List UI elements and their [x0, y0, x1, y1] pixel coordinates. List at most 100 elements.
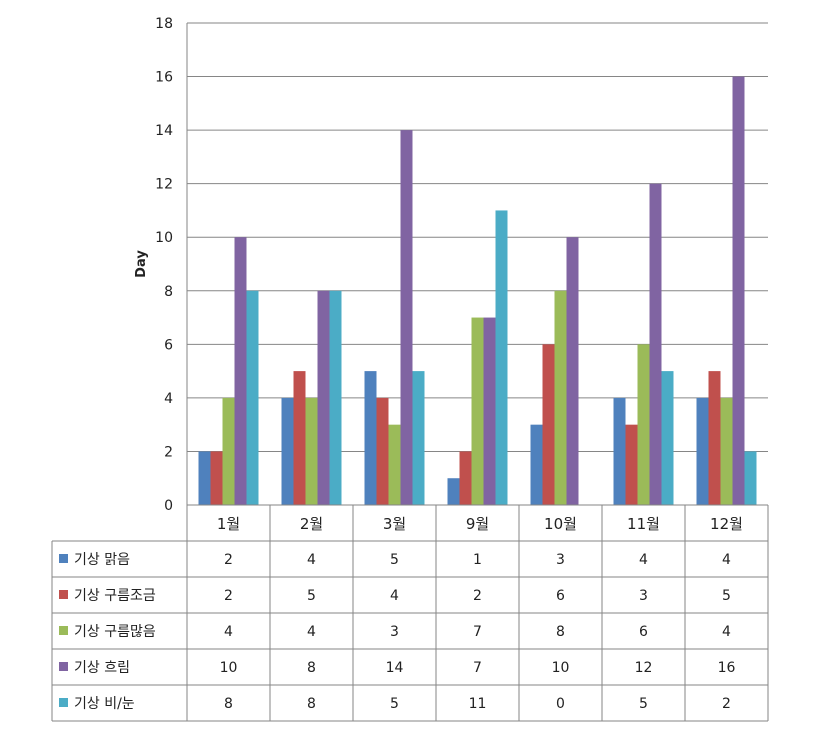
- data-label: 11: [469, 696, 487, 712]
- bar: [412, 371, 425, 505]
- x-tick-label: 1월: [217, 515, 240, 533]
- bar: [317, 290, 330, 505]
- bar: [364, 371, 377, 505]
- bar: [637, 344, 650, 505]
- bar: [471, 317, 484, 505]
- data-label: 2: [224, 588, 233, 604]
- data-label: 8: [556, 624, 565, 640]
- data-label: 7: [473, 660, 482, 676]
- legend-label: 기상 구름많음: [74, 624, 156, 640]
- data-label: 7: [473, 624, 482, 640]
- data-label: 8: [307, 696, 316, 712]
- bar: [400, 130, 413, 505]
- data-label: 6: [639, 624, 648, 640]
- data-label: 5: [390, 696, 399, 712]
- bar: [293, 371, 306, 505]
- legend-key: [59, 554, 68, 563]
- data-label: 3: [639, 588, 648, 604]
- data-label: 10: [220, 660, 238, 676]
- x-tick-label: 3월: [383, 515, 406, 533]
- data-label: 14: [386, 660, 404, 676]
- legend-key: [59, 626, 68, 635]
- data-label: 5: [722, 588, 731, 604]
- legend-key: [59, 590, 68, 599]
- bar: [542, 344, 555, 505]
- data-label: 8: [224, 696, 233, 712]
- bar: [530, 424, 543, 505]
- y-axis-label: Day: [134, 250, 149, 278]
- bars: [198, 76, 757, 506]
- legend-label: 기상 흐림: [74, 660, 130, 676]
- x-tick-label: 2월: [300, 515, 323, 533]
- data-label: 4: [307, 624, 316, 640]
- data-label: 0: [556, 696, 565, 712]
- bar: [744, 451, 757, 505]
- bar: [720, 397, 733, 505]
- bar: [447, 478, 460, 505]
- data-label: 4: [307, 552, 316, 568]
- y-tick-label: 12: [155, 177, 173, 193]
- y-tick-label: 14: [155, 123, 173, 139]
- data-label: 4: [722, 552, 731, 568]
- bar: [246, 290, 259, 505]
- data-label: 4: [224, 624, 233, 640]
- data-label: 5: [307, 588, 316, 604]
- axes: 0 2 4 6 8 10 12 14 16 18 Day: [134, 16, 188, 514]
- y-tick-label: 0: [164, 498, 173, 514]
- legend-label: 기상 비/눈: [74, 696, 135, 712]
- bar: [554, 290, 567, 505]
- data-label: 8: [307, 660, 316, 676]
- data-label: 4: [390, 588, 399, 604]
- y-tick-label: 6: [164, 337, 173, 353]
- legend-label: 기상 구름조금: [74, 588, 156, 604]
- bar: [732, 76, 745, 506]
- bar: [566, 237, 579, 505]
- data-label: 4: [639, 552, 648, 568]
- data-label: 16: [718, 660, 736, 676]
- legend-key: [59, 662, 68, 671]
- data-label: 12: [635, 660, 653, 676]
- legend-label: 기상 맑음: [74, 552, 130, 568]
- bar: [613, 397, 626, 505]
- data-label: 5: [390, 552, 399, 568]
- bar: [234, 237, 247, 505]
- bar: [281, 397, 294, 505]
- bar: [696, 397, 709, 505]
- bar: [483, 317, 496, 505]
- x-tick-label: 11월: [627, 515, 660, 533]
- bar: [222, 397, 235, 505]
- y-tick-label: 16: [155, 70, 173, 86]
- x-tick-label: 9월: [466, 515, 489, 533]
- bar: [210, 451, 223, 505]
- bar: [649, 183, 662, 505]
- y-tick-label: 4: [164, 391, 173, 407]
- bar: [198, 451, 211, 505]
- y-tick-label: 2: [164, 444, 173, 460]
- bar: [625, 424, 638, 505]
- x-tick-label: 10월: [544, 515, 577, 533]
- bar: [376, 397, 389, 505]
- legend-key: [59, 698, 68, 707]
- bar: [661, 371, 674, 505]
- bar: [708, 371, 721, 505]
- data-label: 3: [390, 624, 399, 640]
- y-tick-label: 10: [155, 230, 173, 246]
- bar: [459, 451, 472, 505]
- bar: [388, 424, 401, 505]
- data-label: 3: [556, 552, 565, 568]
- bar: [305, 397, 318, 505]
- data-label: 2: [722, 696, 731, 712]
- x-tick-label: 12월: [710, 515, 743, 533]
- data-label: 1: [473, 552, 482, 568]
- y-tick-label: 8: [164, 284, 173, 300]
- data-label: 6: [556, 588, 565, 604]
- data-label: 2: [473, 588, 482, 604]
- data-label: 10: [552, 660, 570, 676]
- data-label: 2: [224, 552, 233, 568]
- data-label: 5: [639, 696, 648, 712]
- bar: [495, 210, 508, 505]
- data-label: 4: [722, 624, 731, 640]
